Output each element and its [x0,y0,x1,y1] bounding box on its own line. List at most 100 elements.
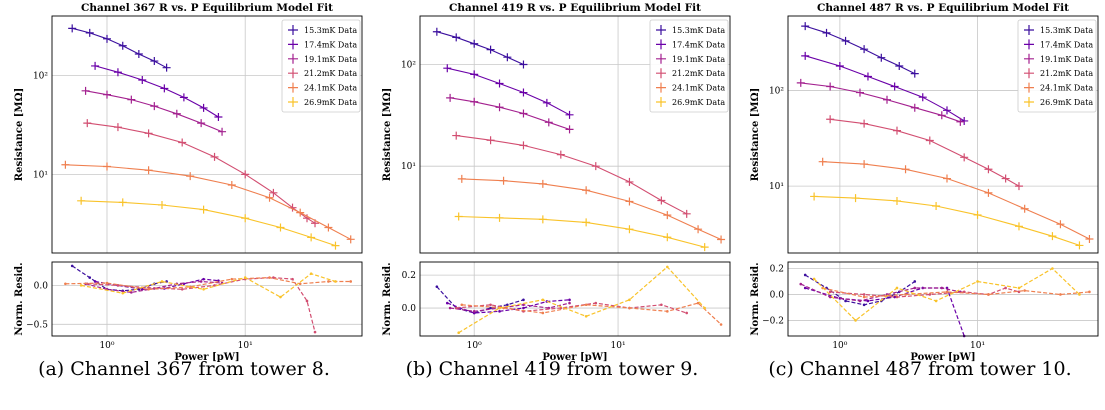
fit-line [830,118,1020,187]
data-point [883,95,892,104]
data-point [470,39,479,48]
x-tick-label: 10⁰ [99,341,114,351]
data-point [214,113,223,122]
residual-point [70,264,74,268]
fit-line [458,215,705,248]
data-point [663,233,672,242]
data-point [102,90,111,99]
data-point [210,152,219,161]
data-point [227,181,236,190]
fit-line [805,55,965,122]
legend-label: 24.1mK Data [1040,84,1093,93]
residual-line [830,287,1020,298]
legend-marker [288,82,298,93]
data-point [860,160,869,169]
data-point [860,45,869,54]
residual-point [666,265,669,269]
residual-point [828,290,832,294]
residual-point [584,314,588,318]
legend-marker [288,53,298,64]
fit-line [450,97,570,130]
residual-point [489,306,492,310]
resid-axis-label: Norm. Resid. [14,262,25,335]
data-point [544,118,553,127]
data-point [826,115,835,124]
data-point [331,241,340,250]
residual-point [130,291,133,294]
resid-tick-label: −0.2 [762,316,784,326]
residual-point [1017,286,1021,290]
y-tick-label: 10² [401,61,416,71]
data-point [470,97,479,106]
residual-point [541,298,545,302]
resid-tick-label: 0.0 [402,304,417,314]
legend-marker [1024,97,1034,107]
data-point [241,170,250,179]
residual-point [279,295,282,299]
data-point [663,211,672,220]
legend-marker [1024,68,1034,79]
residual-point [803,273,807,277]
data-point [932,201,941,210]
data-point [717,235,726,244]
residual-point [703,306,706,310]
x-axis-label: Power [pW] [174,352,239,363]
main-axes-frame [787,15,1099,254]
y-tick-label: 10¹ [401,162,416,172]
data-point [582,218,591,227]
data-point [443,64,452,73]
residual-point [1088,290,1091,294]
residual-line [65,276,351,290]
data-point [1001,174,1010,183]
legend-marker [656,68,666,79]
data-point [960,116,969,125]
data-point [454,212,463,221]
residual-point [803,286,807,290]
x-tick-label: 10¹ [238,341,253,351]
residual-point [489,303,492,307]
residual-point [202,287,205,291]
residual-point [309,272,313,275]
data-point [556,150,565,159]
residual-point [445,301,449,305]
fit-line [822,161,1090,240]
fit-line [814,195,1080,246]
data-point [822,28,831,37]
residual-point [1059,293,1062,296]
data-point [452,131,461,140]
data-point [61,160,70,169]
data-point [150,57,159,66]
data-point [495,79,504,88]
data-point [796,78,805,87]
residual-point [498,310,501,313]
data-point [144,129,153,138]
residual-point [934,299,938,303]
resid-tick-label: 0.2 [770,264,784,274]
data-point [925,136,934,145]
data-point [918,93,927,102]
legend-marker [288,25,298,35]
data-point [591,162,600,171]
panel-a: Channel 367 R vs. P Equilibrium Model Fi… [0,0,368,410]
data-point [68,24,77,33]
data-point [694,225,703,234]
data-point [269,188,278,197]
data-point [956,117,965,126]
data-point [942,174,951,183]
legend-marker [656,82,666,93]
data-point [984,188,993,197]
residual-line [813,267,1080,322]
resid-axis-label: Norm. Resid. [750,262,761,335]
data-point [102,162,111,171]
residual-point [105,281,109,285]
legend-marker [288,97,298,107]
chart-title: Channel 487 R vs. P Equilibrium Model Fi… [817,2,1069,14]
data-point [519,88,528,97]
legend-label: 19.1mK Data [672,55,725,64]
residual-point [522,298,525,302]
data-point [860,119,869,128]
residual-line [80,273,336,298]
residual-point [79,284,83,287]
residual-point [199,280,203,283]
